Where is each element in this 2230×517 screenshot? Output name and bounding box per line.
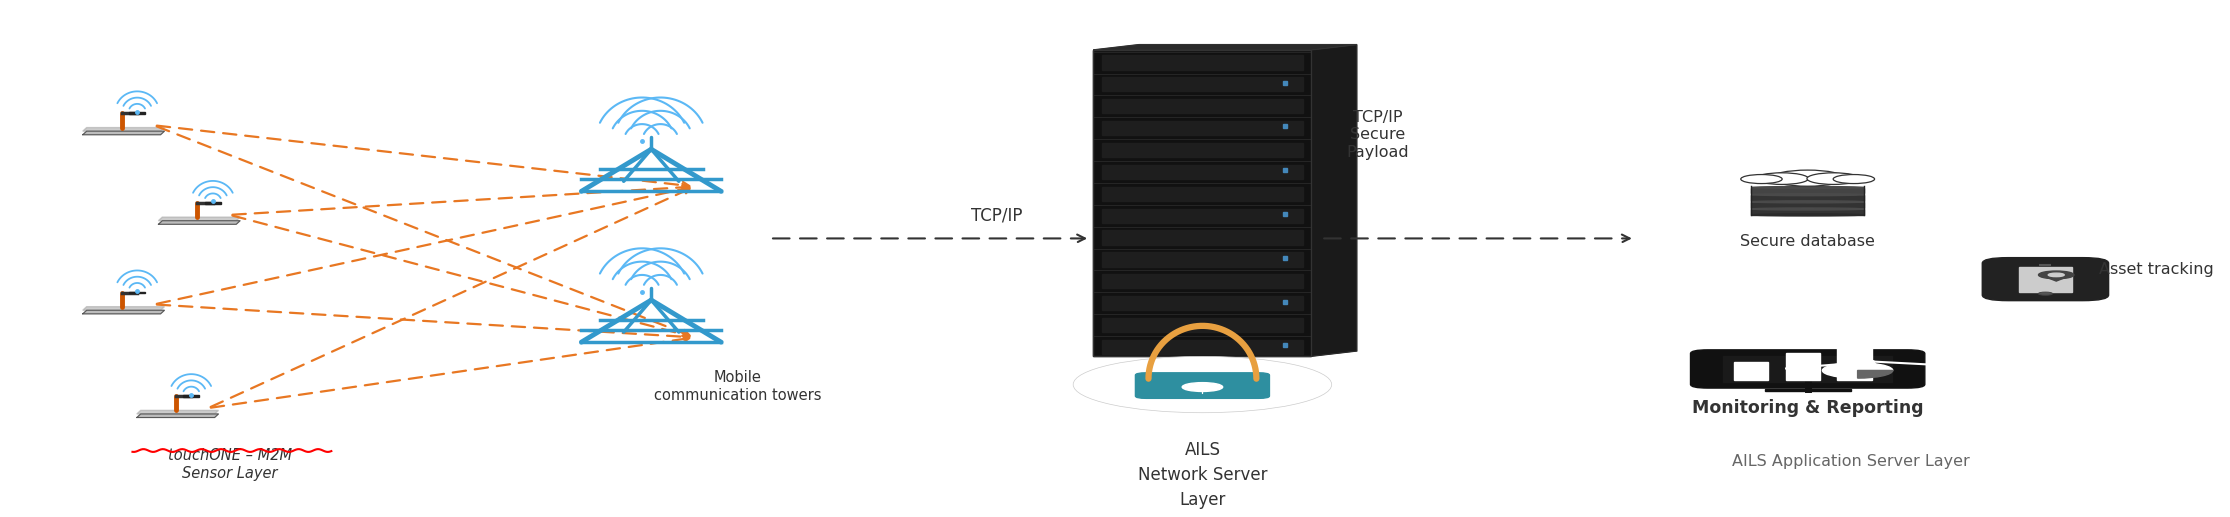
Bar [1102, 296, 1302, 310]
Text: Monitoring & Reporting: Monitoring & Reporting [1693, 399, 1924, 417]
Bar [1102, 77, 1302, 92]
Polygon shape [136, 414, 219, 418]
Bar [1102, 274, 1302, 288]
FancyBboxPatch shape [1690, 350, 1924, 388]
Bar [129, 113, 145, 114]
Polygon shape [83, 310, 165, 314]
Bar [1764, 389, 1851, 391]
Bar [1093, 50, 1311, 356]
Circle shape [1771, 170, 1844, 186]
Ellipse shape [1751, 187, 1864, 189]
Circle shape [2049, 273, 2065, 277]
Text: Asset tracking: Asset tracking [2098, 262, 2214, 277]
Polygon shape [1093, 44, 1356, 50]
Bar [1751, 195, 1864, 201]
Ellipse shape [1751, 214, 1864, 216]
FancyBboxPatch shape [1135, 373, 1269, 399]
Polygon shape [2047, 278, 2065, 281]
Circle shape [2038, 292, 2052, 295]
Text: AILS
Network Server
Layer: AILS Network Server Layer [1137, 441, 1267, 509]
Bar [1751, 209, 1864, 215]
Circle shape [2038, 271, 2074, 279]
Wedge shape [1822, 363, 1893, 378]
Text: TCP/IP
Secure
Payload: TCP/IP Secure Payload [1347, 110, 1409, 160]
Bar [1102, 165, 1302, 179]
Bar [1102, 208, 1302, 223]
Bar [1838, 345, 1871, 381]
Text: touchONE – M2M
Sensor Layer: touchONE – M2M Sensor Layer [167, 448, 292, 481]
Text: Mobile
communication towers: Mobile communication towers [653, 370, 821, 403]
Bar [1102, 252, 1302, 267]
Bar [129, 292, 145, 294]
Bar [1102, 340, 1302, 354]
Polygon shape [83, 131, 165, 135]
Bar [1751, 202, 1864, 208]
Ellipse shape [1751, 201, 1864, 203]
Bar [1724, 356, 1893, 383]
Ellipse shape [1751, 194, 1864, 195]
Ellipse shape [1751, 208, 1864, 210]
Polygon shape [158, 221, 241, 224]
Polygon shape [83, 128, 165, 131]
Bar [1102, 231, 1302, 245]
Wedge shape [1858, 371, 1893, 378]
Bar [1102, 99, 1302, 113]
Circle shape [1742, 175, 1782, 184]
Bar [1751, 188, 1864, 193]
FancyBboxPatch shape [1982, 257, 2110, 301]
Bar [1786, 353, 1820, 381]
Bar [1102, 318, 1302, 332]
Circle shape [1073, 356, 1331, 413]
Circle shape [1833, 175, 1875, 184]
Polygon shape [1311, 44, 1356, 356]
Bar [1102, 55, 1302, 70]
Bar [1102, 143, 1302, 157]
Bar [2018, 267, 2072, 292]
Text: Secure database: Secure database [1739, 234, 1875, 249]
Text: AILS Application Server Layer: AILS Application Server Layer [1733, 454, 1969, 469]
Bar [1102, 187, 1302, 201]
Bar [1093, 50, 1311, 356]
Text: TCP/IP: TCP/IP [972, 206, 1024, 224]
Bar [205, 202, 221, 204]
Circle shape [1806, 173, 1860, 185]
Polygon shape [158, 217, 241, 221]
Polygon shape [136, 410, 219, 414]
Polygon shape [83, 307, 165, 310]
Bar [183, 396, 198, 397]
Bar [1733, 362, 1768, 381]
Circle shape [1755, 173, 1809, 185]
Circle shape [1182, 383, 1222, 391]
Bar [1102, 121, 1302, 135]
